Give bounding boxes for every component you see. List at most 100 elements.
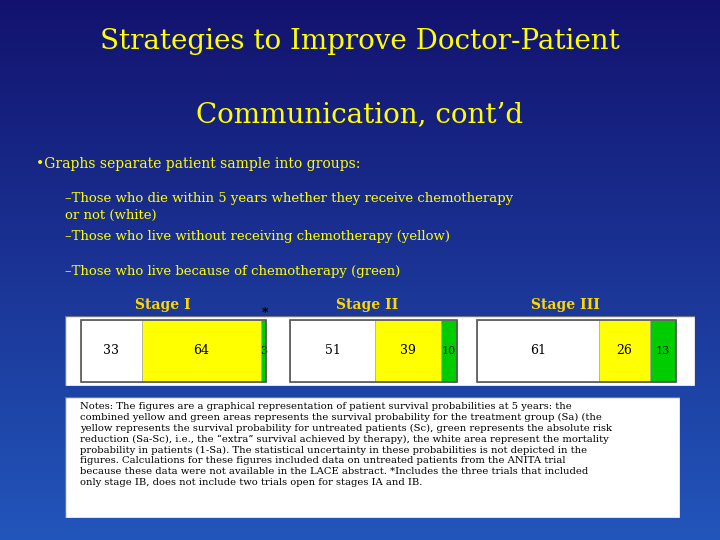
Bar bbox=[0, 130, 720, 132]
Text: Notes: The figures are a graphical representation of patient survival probabilit: Notes: The figures are a graphical repre… bbox=[80, 402, 612, 487]
Bar bbox=[0, 427, 720, 429]
Bar bbox=[0, 151, 720, 154]
Bar bbox=[0, 173, 720, 176]
Bar bbox=[0, 319, 720, 321]
Bar bbox=[0, 494, 720, 497]
Bar bbox=[0, 310, 720, 313]
Bar bbox=[0, 227, 720, 229]
Bar bbox=[0, 459, 720, 462]
Bar bbox=[142, 320, 261, 382]
Bar bbox=[0, 429, 720, 432]
Bar bbox=[0, 448, 720, 451]
Bar bbox=[0, 8, 720, 11]
Bar bbox=[0, 192, 720, 194]
Bar bbox=[0, 432, 720, 435]
Text: 39: 39 bbox=[400, 345, 416, 357]
Bar bbox=[0, 122, 720, 124]
Bar bbox=[0, 30, 720, 32]
Text: 3: 3 bbox=[260, 346, 267, 356]
Bar bbox=[0, 497, 720, 500]
Bar bbox=[0, 259, 720, 262]
Bar bbox=[477, 320, 598, 382]
Bar bbox=[0, 89, 720, 92]
Bar bbox=[0, 103, 720, 105]
Bar bbox=[0, 329, 720, 332]
Bar bbox=[81, 320, 142, 382]
Bar bbox=[0, 367, 720, 370]
Bar bbox=[0, 359, 720, 362]
Bar bbox=[650, 320, 676, 382]
Bar bbox=[0, 254, 720, 256]
Bar bbox=[0, 49, 720, 51]
Bar bbox=[0, 467, 720, 470]
Bar bbox=[0, 294, 720, 297]
Bar bbox=[0, 481, 720, 483]
Text: Strategies to Improve Doctor-Patient: Strategies to Improve Doctor-Patient bbox=[100, 28, 620, 55]
Text: 10: 10 bbox=[442, 346, 456, 356]
Bar bbox=[0, 81, 720, 84]
Text: •Graphs separate patient sample into groups:: •Graphs separate patient sample into gro… bbox=[36, 158, 361, 172]
Bar bbox=[0, 154, 720, 157]
Bar bbox=[0, 343, 720, 346]
Bar bbox=[0, 370, 720, 373]
Bar bbox=[0, 446, 720, 448]
Bar bbox=[0, 127, 720, 130]
Bar bbox=[0, 302, 720, 305]
Text: –Those who die within 5 years whether they receive chemotherapy
or not (white): –Those who die within 5 years whether th… bbox=[65, 192, 513, 221]
Bar bbox=[0, 351, 720, 354]
Bar bbox=[0, 300, 720, 302]
Bar bbox=[0, 516, 720, 518]
Bar bbox=[0, 267, 720, 270]
Text: Communication, cont’d: Communication, cont’d bbox=[197, 102, 523, 128]
Bar bbox=[0, 186, 720, 189]
Bar bbox=[0, 5, 720, 8]
Bar bbox=[0, 181, 720, 184]
Bar bbox=[0, 86, 720, 89]
Bar bbox=[0, 68, 720, 70]
Bar bbox=[0, 11, 720, 14]
Bar bbox=[0, 19, 720, 22]
Bar bbox=[0, 202, 720, 205]
Bar bbox=[0, 500, 720, 502]
Bar bbox=[477, 320, 676, 382]
Bar bbox=[0, 119, 720, 122]
Bar bbox=[0, 57, 720, 59]
Bar bbox=[0, 489, 720, 491]
Bar bbox=[0, 275, 720, 278]
Bar bbox=[0, 518, 720, 521]
Bar bbox=[0, 143, 720, 146]
Bar bbox=[0, 248, 720, 251]
Bar bbox=[0, 335, 720, 338]
Bar bbox=[0, 375, 720, 378]
Bar bbox=[0, 327, 720, 329]
Bar bbox=[0, 73, 720, 76]
Bar bbox=[0, 14, 720, 16]
Bar bbox=[0, 148, 720, 151]
Bar bbox=[0, 491, 720, 494]
Bar bbox=[0, 224, 720, 227]
Bar bbox=[0, 454, 720, 456]
Bar bbox=[0, 76, 720, 78]
Bar bbox=[0, 59, 720, 62]
Bar bbox=[0, 508, 720, 510]
Bar bbox=[0, 162, 720, 165]
Bar bbox=[0, 405, 720, 408]
Bar bbox=[0, 284, 720, 286]
Bar bbox=[0, 456, 720, 459]
Bar bbox=[0, 100, 720, 103]
Bar bbox=[0, 167, 720, 170]
Bar bbox=[0, 383, 720, 386]
Bar bbox=[0, 529, 720, 532]
Bar bbox=[0, 413, 720, 416]
Bar bbox=[0, 483, 720, 486]
Bar bbox=[0, 92, 720, 94]
Bar bbox=[0, 157, 720, 159]
Bar bbox=[0, 451, 720, 454]
Text: Stage III: Stage III bbox=[531, 298, 600, 312]
Bar bbox=[0, 281, 720, 284]
Bar bbox=[0, 513, 720, 516]
Bar bbox=[0, 3, 720, 5]
Bar bbox=[0, 35, 720, 38]
Bar bbox=[0, 535, 720, 537]
Bar bbox=[0, 238, 720, 240]
